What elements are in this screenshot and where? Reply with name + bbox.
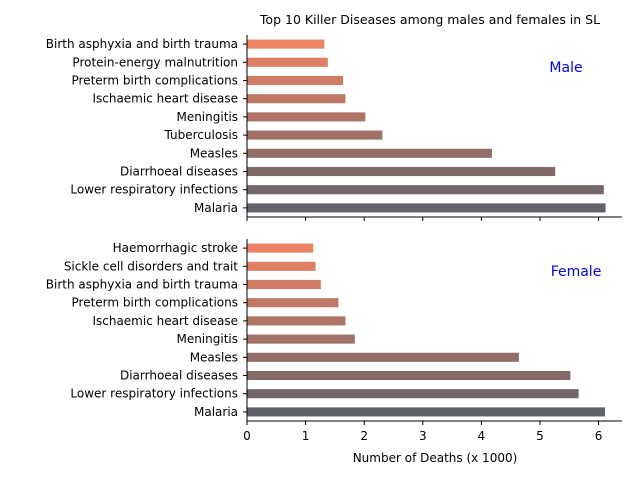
y-tick-label: Diarrhoeal diseases	[120, 165, 238, 179]
bar-female-4	[247, 316, 346, 326]
y-tick-label: Measles	[190, 350, 238, 364]
y-tick-label: Protein-energy malnutrition	[72, 55, 238, 69]
y-tick-label: Birth asphyxia and birth trauma	[46, 37, 238, 51]
y-tick-label: Lower respiratory infections	[70, 387, 238, 401]
y-tick-label: Tuberculosis	[164, 128, 239, 142]
bar-female-8	[247, 389, 579, 399]
x-tick-label: 6	[595, 429, 603, 443]
y-tick-label: Preterm birth complications	[71, 296, 238, 310]
panel-female: Haemorrhagic stroke Sickle cell disorders…	[46, 239, 622, 425]
x-tick-label: 1	[302, 429, 310, 443]
x-axis: 0 1 2 3 4 5 6	[243, 429, 602, 443]
y-tick-label: Ischaemic heart disease	[92, 92, 238, 106]
y-tick-label: Sickle cell disorders and trait	[64, 259, 238, 273]
bar-male-1	[247, 57, 328, 67]
x-tick-label: 4	[478, 429, 486, 443]
y-tick-label: Haemorrhagic stroke	[113, 241, 238, 255]
bar-male-4	[247, 112, 366, 122]
panel-label: Female	[551, 264, 602, 280]
x-axis-label: Number of Deaths (x 1000)	[353, 451, 518, 465]
y-tick-label: Lower respiratory infections	[70, 183, 238, 197]
y-tick-label: Birth asphyxia and birth trauma	[46, 278, 238, 292]
bar-male-0	[247, 39, 325, 49]
bar-female-3	[247, 298, 339, 308]
x-tick-label: 5	[536, 429, 544, 443]
y-tick-label: Meningitis	[176, 110, 238, 124]
y-tick-label: Diarrhoeal diseases	[120, 369, 238, 383]
bar-female-9	[247, 407, 606, 417]
chart-panels: Birth asphyxia and birth trauma Protein-e…	[46, 35, 622, 425]
bar-female-6	[247, 352, 519, 362]
bar-female-5	[247, 334, 355, 344]
bar-male-6	[247, 148, 492, 158]
y-tick-label: Malaria	[194, 405, 238, 419]
bar-male-2	[247, 75, 344, 86]
bar-male-9	[247, 203, 606, 213]
chart-title: Top 10 Killer Diseases among males and f…	[259, 12, 600, 27]
x-tick-label: 3	[419, 429, 427, 443]
y-tick-label: Preterm birth complications	[71, 74, 238, 88]
bar-female-7	[247, 370, 571, 381]
panel-label: Male	[549, 60, 582, 76]
y-tick-label: Malaria	[194, 201, 238, 215]
x-tick-label: 2	[360, 429, 368, 443]
bar-female-2	[247, 279, 321, 290]
y-tick-label: Meningitis	[176, 332, 238, 346]
y-tick-label: Measles	[190, 146, 238, 160]
bar-female-1	[247, 261, 316, 271]
x-tick-label: 0	[243, 429, 251, 443]
panel-male: Birth asphyxia and birth trauma Protein-e…	[46, 35, 622, 221]
bar-male-8	[247, 185, 604, 195]
y-tick-label: Ischaemic heart disease	[92, 314, 238, 328]
bar-male-7	[247, 166, 556, 177]
bar-female-0	[247, 243, 314, 253]
bar-male-5	[247, 130, 383, 140]
bar-male-3	[247, 94, 346, 104]
